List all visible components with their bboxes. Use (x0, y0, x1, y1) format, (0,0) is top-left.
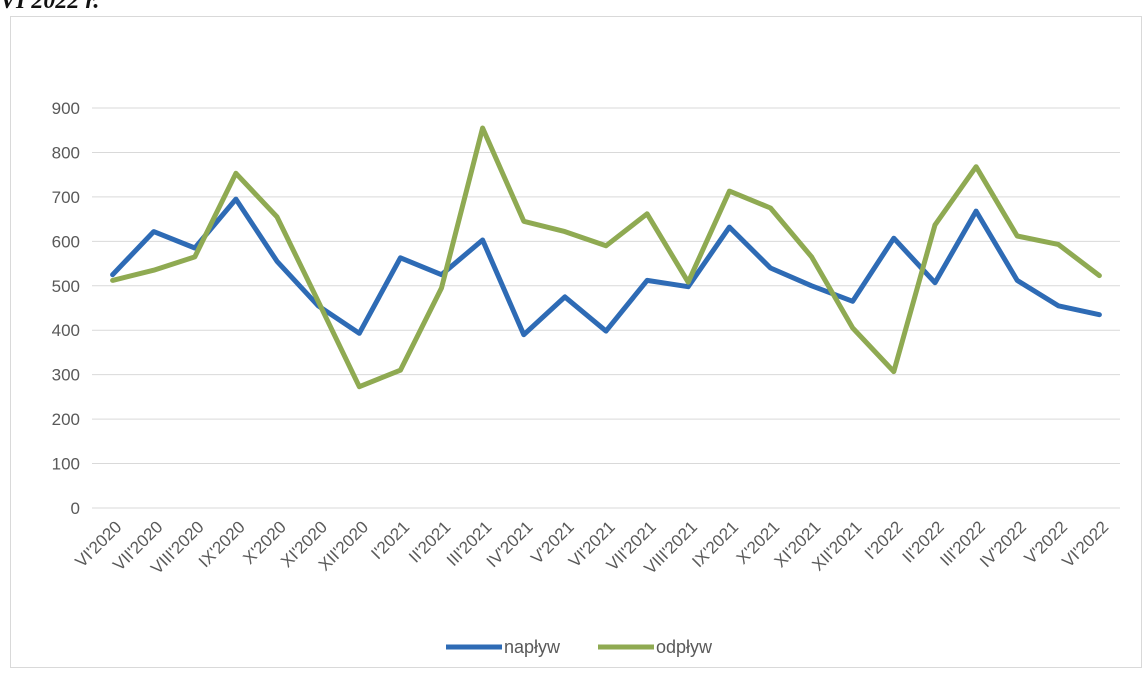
x-tick-label: VI'2022 (1058, 517, 1112, 571)
x-tick-label: I'2022 (861, 517, 907, 563)
y-tick-label: 700 (52, 188, 80, 207)
legend: napływ odpływ (446, 637, 713, 657)
y-tick-label: 500 (52, 277, 80, 296)
gridlines (92, 107, 1120, 509)
x-axis-ticks: VI'2020VII'2020VIII'2020IX'2020X'2020XI'… (72, 517, 1113, 578)
y-tick-label: 100 (52, 455, 80, 474)
series-lines (110, 125, 1102, 390)
header-fragment: VI 2022 r. (0, 0, 100, 14)
x-tick-label: IX'2020 (195, 517, 249, 571)
y-tick-label: 900 (52, 99, 80, 118)
legend-label: napływ (504, 637, 561, 657)
y-tick-label: 800 (52, 143, 80, 162)
series-line-odplyw (110, 125, 1102, 390)
y-tick-label: 0 (71, 499, 80, 518)
x-tick-label: IX'2021 (688, 517, 742, 571)
x-tick-label: I'2021 (367, 517, 413, 563)
series-line-naplyw (110, 196, 1102, 338)
chart-frame (10, 16, 1142, 668)
y-axis-ticks: 0 100 200 300 400 500 600 700 800 900 (52, 99, 80, 518)
y-tick-label: 300 (52, 366, 80, 385)
legend-label: odpływ (656, 637, 713, 657)
x-tick-label: IV'2021 (483, 517, 537, 571)
y-tick-label: 600 (52, 232, 80, 251)
x-tick-label: IV'2022 (976, 517, 1030, 571)
y-tick-label: 400 (52, 321, 80, 340)
y-tick-label: 200 (52, 410, 80, 429)
